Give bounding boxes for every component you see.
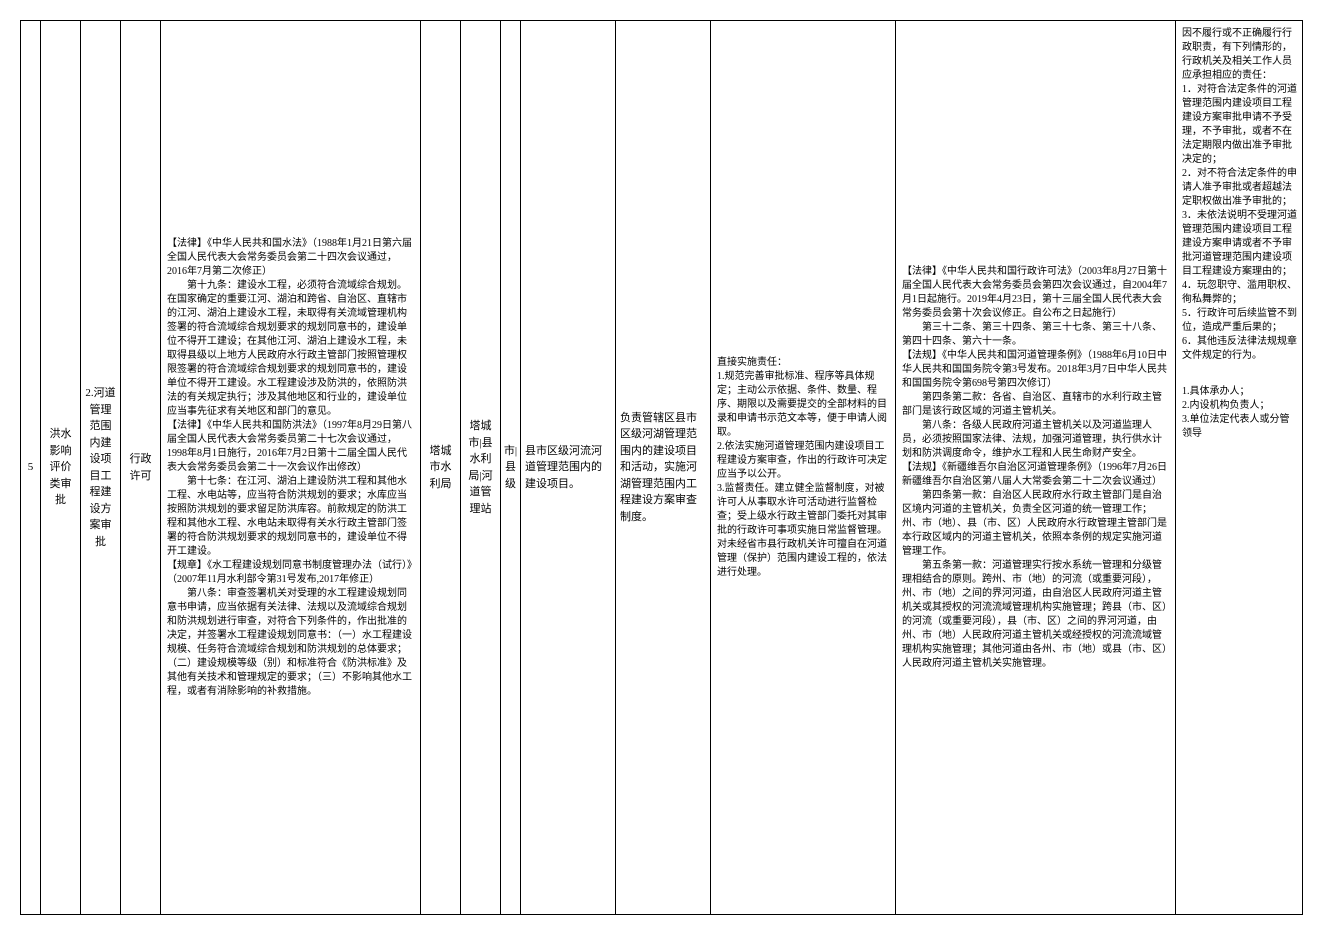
regulation-table: 5 洪水影响评价类审批 2.河道管理范围内建设项目工程建设方案审批 行政许可 【… <box>20 20 1303 915</box>
level2-cell: 塔城市|县水利局|河道管理站 <box>461 21 501 914</box>
direct-resp-text: 直接实施责任： 1.规范完善审批标准、程序等具体规定；主动公示依据、条件、数量、… <box>717 356 889 580</box>
level1-cell: 塔城市水利局 <box>421 21 461 914</box>
level1-text: 塔城市水利局 <box>425 443 456 493</box>
level3-cell: 市|县级 <box>501 21 521 914</box>
scope-cell: 县市区级河流河道管理范围内的建设项目。 <box>521 21 616 914</box>
level2-text: 塔城市|县水利局|河道管理站 <box>465 418 496 517</box>
duty-cell: 负责管辖区县市区级河湖管理范围内的建设项目和活动，实施河湖管理范围内工程建设方案… <box>616 21 711 914</box>
legal-ref-text: 【法律】《中华人民共和国行政许可法》（2003年8月27日第十届全国人民代表大会… <box>902 265 1169 671</box>
item-text: 2.河道管理范围内建设项目工程建设方案审批 <box>85 385 116 550</box>
duty-text: 负责管辖区县市区级河湖管理范围内的建设项目和活动，实施河湖管理范围内工程建设方案… <box>620 410 706 526</box>
item-cell: 2.河道管理范围内建设项目工程建设方案审批 <box>81 21 121 914</box>
direct-resp-cell: 直接实施责任： 1.规范完善审批标准、程序等具体规定；主动公示依据、条件、数量、… <box>711 21 896 914</box>
legal-ref-cell: 【法律】《中华人民共和国行政许可法》（2003年8月27日第十届全国人民代表大会… <box>896 21 1176 914</box>
outcome-list-text: 1.具体承办人； 2.内设机构负责人； 3.单位法定代表人或分管领导 <box>1182 371 1298 441</box>
outcome-detail-text: 因不履行或不正确履行行政职责，有下列情形的，行政机关及相关工作人员应承担相应的责… <box>1182 27 1298 363</box>
scope-text: 县市区级河流河道管理范围内的建设项目。 <box>525 443 611 493</box>
legal-basis-cell: 【法律】《中华人民共和国水法》（1988年1月21日第六届全国人民代表大会常务委… <box>161 21 421 914</box>
type-cell: 行政许可 <box>121 21 161 914</box>
category-text: 洪水影响评价类审批 <box>45 426 76 509</box>
type-text: 行政许可 <box>125 451 156 484</box>
category-cell: 洪水影响评价类审批 <box>41 21 81 914</box>
level3-text: 市|县级 <box>504 443 517 493</box>
outcome-cell: 因不履行或不正确履行行政职责，有下列情形的，行政机关及相关工作人员应承担相应的责… <box>1176 21 1304 914</box>
legal-basis-text: 【法律】《中华人民共和国水法》（1988年1月21日第六届全国人民代表大会常务委… <box>167 237 414 699</box>
row-number-text: 5 <box>28 459 34 476</box>
row-number: 5 <box>21 21 41 914</box>
